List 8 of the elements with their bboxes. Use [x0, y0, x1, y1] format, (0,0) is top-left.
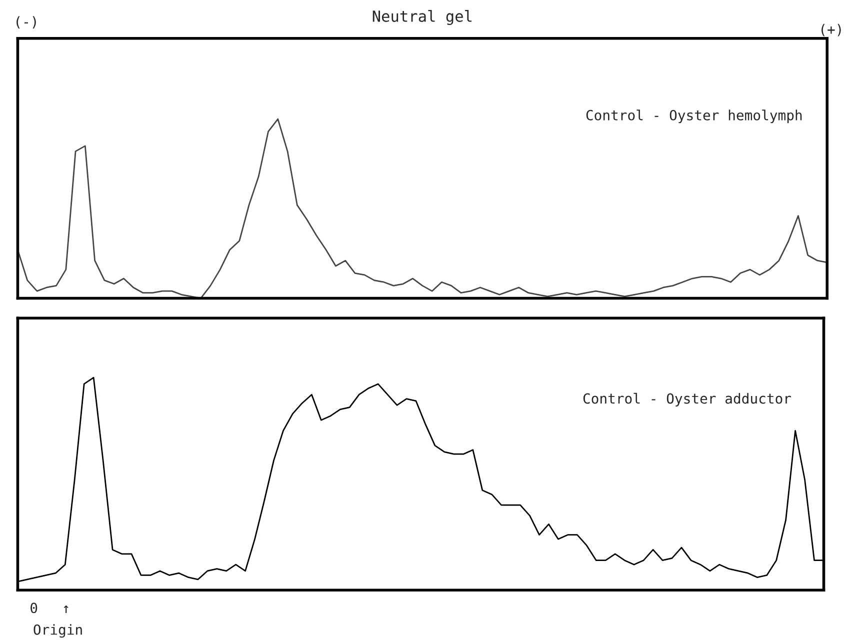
chart-title: Neutral gel — [372, 10, 472, 26]
text: Origin — [34, 624, 82, 638]
text: 0 — [30, 602, 38, 614]
text: ↑ — [64, 606, 68, 613]
text: (-) — [16, 16, 36, 29]
annotation: Control - Oyster hemolymph — [586, 110, 802, 124]
text: (+) — [822, 24, 841, 36]
annotation: Control - Oyster adductor — [583, 392, 791, 406]
